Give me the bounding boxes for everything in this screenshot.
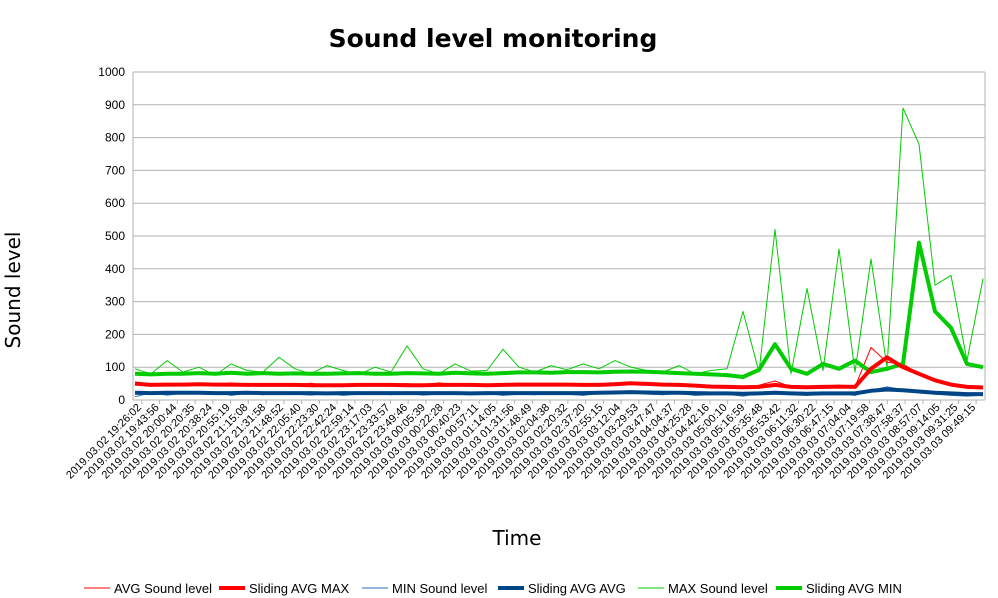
y-tick-label: 100 xyxy=(105,360,125,374)
series-line-5 xyxy=(134,240,984,379)
series-line-4 xyxy=(134,107,984,376)
y-tick-label: 900 xyxy=(105,98,125,112)
y-tick-label: 500 xyxy=(105,229,125,243)
legend-label: Sliding AVG MIN xyxy=(806,581,902,596)
y-tick-label: 0 xyxy=(118,393,125,407)
plot-area xyxy=(134,107,984,398)
y-tick-label: 1000 xyxy=(98,65,125,79)
chart-title: Sound level monitoring xyxy=(329,24,658,53)
legend-label: MAX Sound level xyxy=(668,581,768,596)
y-tick-label: 600 xyxy=(105,196,125,210)
y-tick-label: 200 xyxy=(105,327,125,341)
y-axis-ticks: 0 100 200 300 400 500 600 700 800 900 1000 xyxy=(98,65,125,407)
legend-label: MIN Sound level xyxy=(392,581,487,596)
series-line-1 xyxy=(134,355,984,390)
legend: AVG Sound level Sliding AVG MAX MIN Sound … xyxy=(84,581,902,596)
y-tick-label: 700 xyxy=(105,163,125,177)
legend-label: AVG Sound level xyxy=(114,581,212,596)
legend-label: Sliding AVG AVG xyxy=(528,581,626,596)
x-axis-title: Time xyxy=(492,526,542,550)
y-tick-label: 300 xyxy=(105,295,125,309)
gridlines xyxy=(132,71,986,401)
y-tick-label: 400 xyxy=(105,262,125,276)
y-axis-title: Sound level xyxy=(1,232,25,349)
series-line-3 xyxy=(134,387,983,397)
y-tick-label: 800 xyxy=(105,131,125,145)
legend-label: Sliding AVG MAX xyxy=(249,581,350,596)
